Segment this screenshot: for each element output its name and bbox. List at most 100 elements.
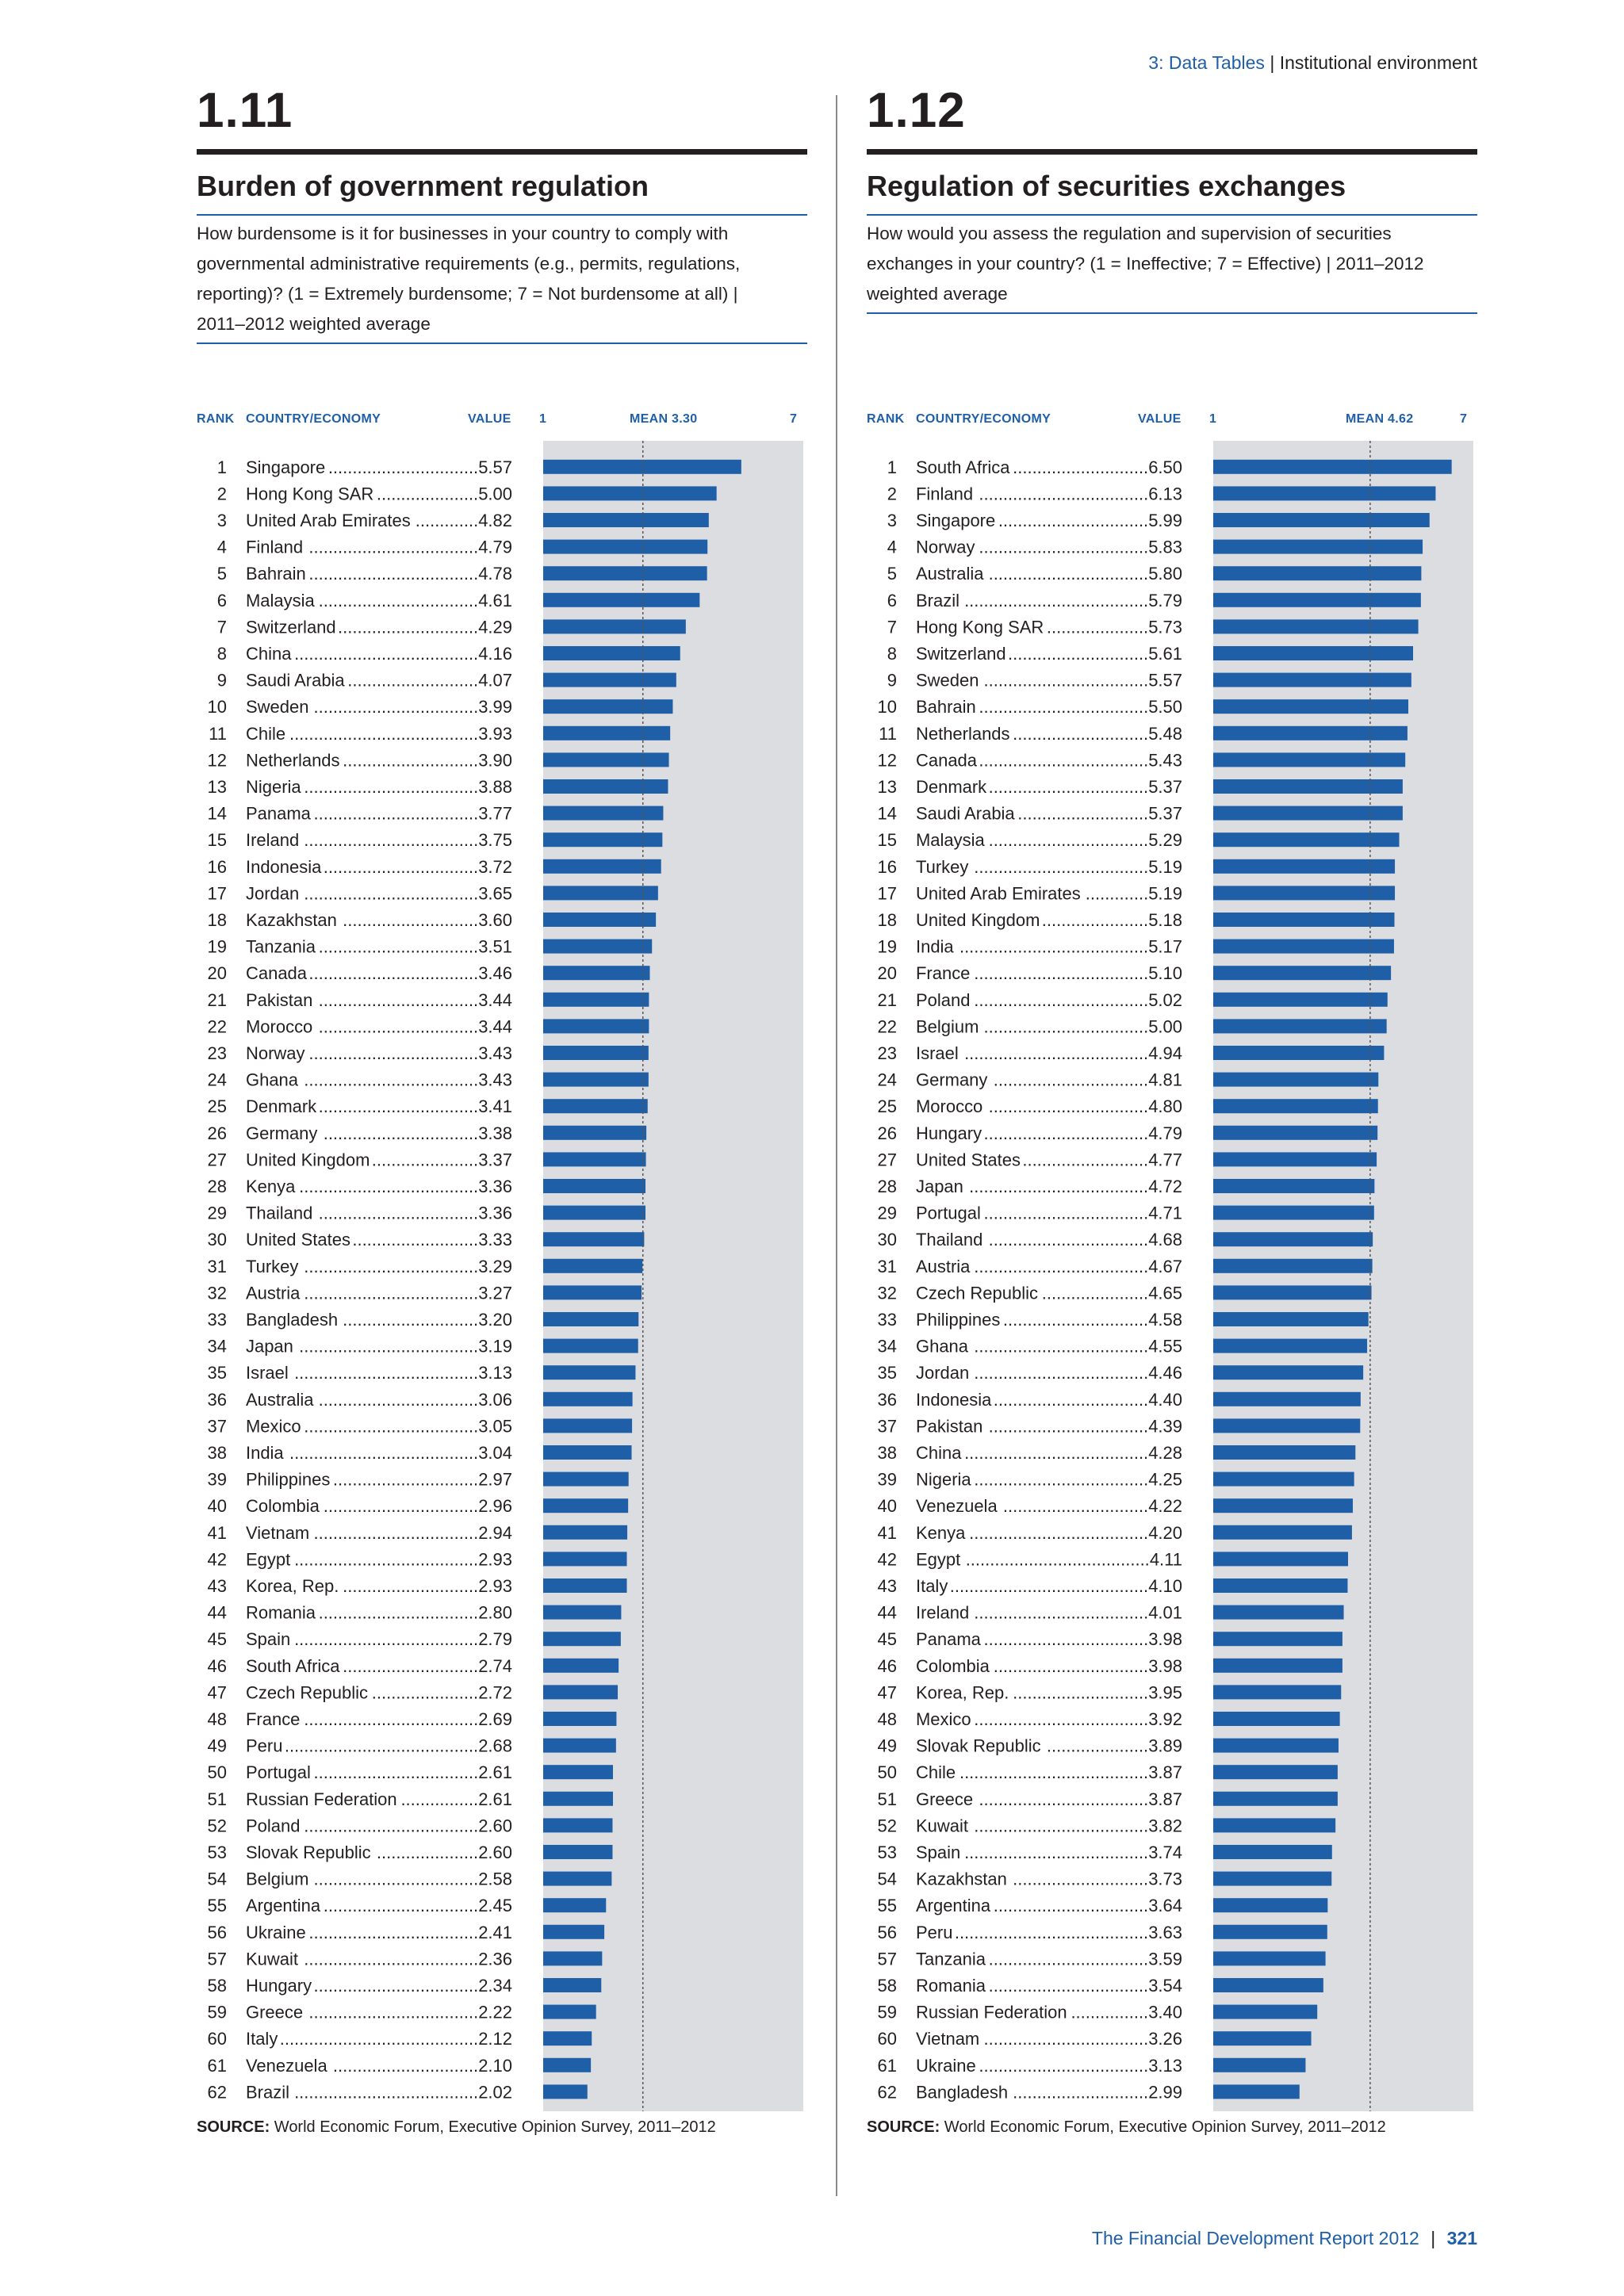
value-cell: 4.01 [1148,1603,1182,1623]
leader-dots: ...................................... [964,1043,1148,1063]
value-bar [542,1578,627,1593]
country-cell: Singapore [916,511,995,530]
rank-cell: 48 [878,1709,897,1729]
value-bar [1212,1871,1332,1886]
table-row: 3 United Arab Emirates............. 4.82 [217,511,709,530]
value-bar [1212,1418,1361,1433]
leader-dots: ............................ [1013,1869,1148,1889]
rank-cell: 19 [208,937,227,957]
leader-dots: ..................................... [969,1177,1148,1196]
value-cell: 5.79 [1148,591,1182,610]
country-cell: United Arab Emirates [246,511,411,530]
table-row: 47 Korea, Rep............................… [878,1682,1342,1702]
table-row: 18 United Kingdom...................... 5.… [878,910,1395,930]
rank-cell: 29 [208,1203,227,1223]
value-bar [542,1605,622,1620]
value-cell: 2.58 [478,1869,512,1889]
table-row: 32 Czech Republic...................... 4.… [878,1283,1372,1303]
value-bar [542,1258,643,1273]
leader-dots: ............................... [328,457,478,477]
value-bar [542,1711,617,1726]
table-row: 44 Ireland...............................… [878,1603,1344,1623]
rank-cell: 45 [208,1629,227,1649]
leader-dots: ............. [416,511,478,530]
value-cell: 2.02 [478,2082,512,2102]
country-cell: Kazakhstan [916,1869,1007,1889]
country-cell: Australia [246,1390,314,1410]
table-row: 31 Austria...............................… [878,1257,1373,1276]
leader-dots: ................................. [319,1016,479,1036]
country-cell: South Africa [916,457,1010,477]
value-cell: 2.68 [478,1736,512,1756]
table-row: 55 Argentina.............................… [878,1896,1328,1915]
table-row: 52 Poland................................… [208,1816,613,1835]
value-cell: 2.34 [478,1976,512,1996]
table-row: 39 Philippines...........................… [208,1470,629,1490]
value-cell: 2.10 [478,2056,512,2076]
value-bar [1212,1365,1364,1380]
value-cell: 3.44 [478,990,512,1010]
table-row: 29 Portugal..............................… [878,1203,1374,1223]
country-cell: Czech Republic [246,1682,368,1702]
rank-cell: 60 [208,2029,227,2049]
table-panel-1-12: 1.12 Regulation of securities exchanges … [867,0,1477,2296]
rank-cell: 42 [878,1549,897,1569]
country-cell: Turkey [916,857,968,877]
rank-cell: 2 [887,484,897,503]
value-bar [542,1418,633,1433]
value-bar [1212,2004,1318,2019]
country-cell: Turkey [246,1257,298,1276]
rank-cell: 30 [208,1230,227,1249]
leader-dots: ........................................ [955,1923,1148,1942]
rank-cell: 38 [878,1443,897,1463]
leader-dots: ..................... [377,484,478,503]
country-cell: Bahrain [246,564,306,584]
country-cell: Netherlands [246,750,340,770]
country-cell: South Africa [246,1656,340,1676]
rank-cell: 46 [208,1656,227,1676]
table-row: 33 Philippines...........................… [878,1310,1369,1330]
table-row: 56 Ukraine...............................… [208,1923,605,1942]
country-cell: Russian Federation [246,1789,397,1809]
leader-dots: .................................... [304,1257,478,1276]
leader-dots: ...................................... [966,1549,1150,1569]
rank-cell: 52 [208,1816,227,1835]
table-row: 37 Pakistan..............................… [878,1416,1361,1436]
value-bar [1212,2084,1300,2099]
rank-cell: 7 [887,617,897,637]
leader-dots: .............................. [1003,1310,1148,1330]
value-bar [1212,1844,1332,1859]
value-cell: 3.73 [1148,1869,1182,1889]
value-cell: 3.43 [478,1043,512,1063]
value-bar [1212,1552,1349,1567]
rank-cell: 43 [208,1576,227,1596]
value-cell: 5.19 [1148,883,1182,903]
rank-cell: 30 [878,1230,897,1249]
value-bar [1212,806,1403,821]
leader-dots: ............................ [343,750,478,770]
value-bar [542,1552,627,1567]
rank-cell: 13 [208,777,227,797]
country-cell: Slovak Republic [916,1736,1041,1756]
rank-cell: 54 [208,1869,227,1889]
section-header: 3: Data Tables | Institutional environme… [1148,52,1477,74]
rank-cell: 49 [208,1736,227,1756]
table-row: 25 Denmark...............................… [208,1096,648,1116]
value-bar [1212,1898,1328,1913]
table-row: 15 Ireland...............................… [208,830,663,850]
country-cell: Norway [916,538,975,557]
leader-dots: ................................... [308,1923,478,1942]
value-cell: 5.83 [1148,538,1182,557]
rank-cell: 50 [878,1762,897,1782]
value-bar [1212,1498,1354,1513]
country-cell: Chile [916,1762,956,1782]
rank-cell: 53 [208,1843,227,1862]
country-cell: Kuwait [246,1949,298,1969]
value-cell: 5.57 [1148,671,1182,691]
value-cell: 3.51 [478,937,512,957]
rank-cell: 12 [878,750,897,770]
value-cell: 4.77 [1148,1150,1182,1169]
leader-dots: ............................. [338,617,478,637]
table-row: 45 Panama................................… [878,1629,1342,1649]
value-cell: 3.72 [478,857,512,877]
